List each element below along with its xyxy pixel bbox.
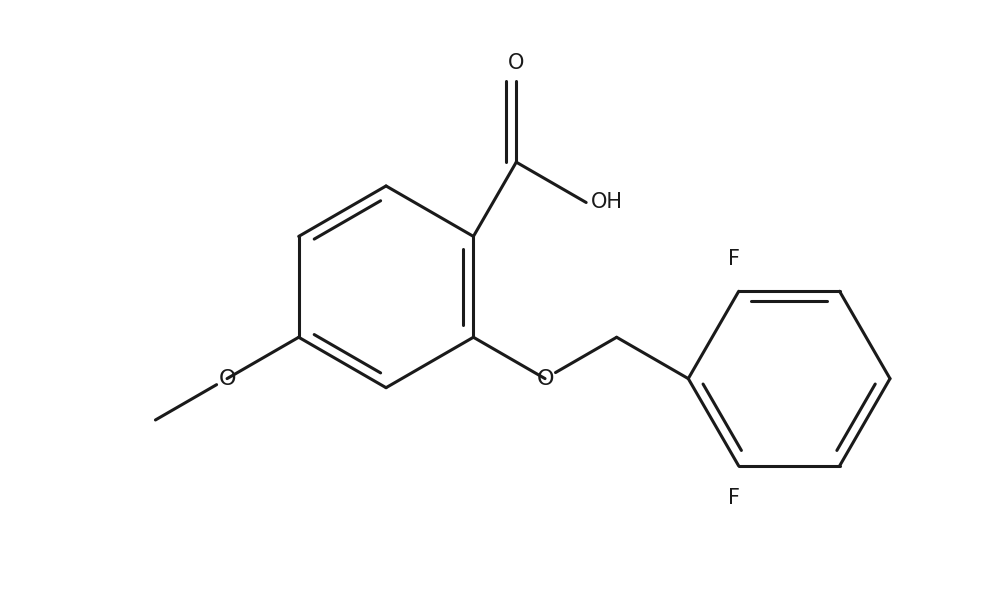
Text: F: F <box>728 488 740 508</box>
Text: O: O <box>537 368 554 389</box>
Text: O: O <box>508 53 525 74</box>
Text: F: F <box>728 249 740 269</box>
Text: O: O <box>219 368 236 389</box>
Text: OH: OH <box>591 193 623 212</box>
